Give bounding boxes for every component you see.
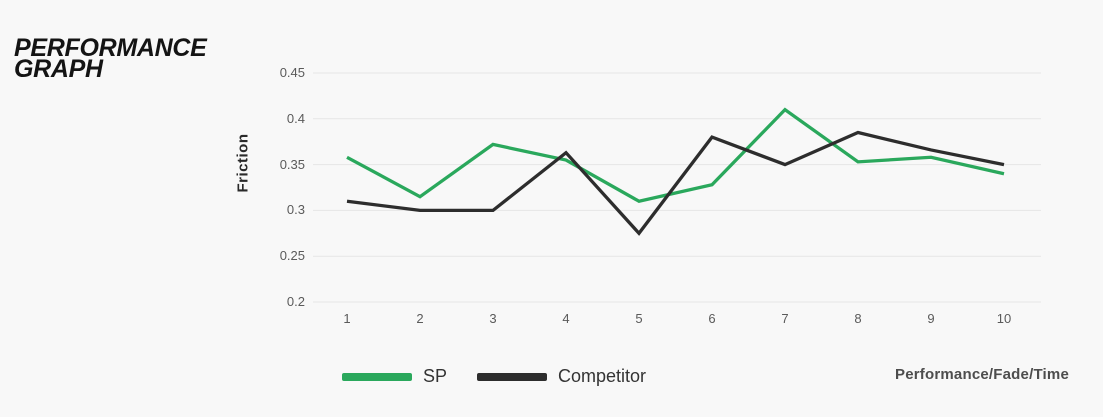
x-tick-label: 3 (489, 311, 497, 326)
y-tick-label: 0.25 (279, 248, 305, 264)
x-tick-label: 1 (343, 311, 351, 326)
sp-line-swatch (342, 372, 412, 381)
y-tick-label: 0.35 (279, 156, 305, 172)
x-tick-label: 6 (708, 311, 716, 326)
series-line-sp (346, 107, 1005, 203)
legend-item-sp: SP (342, 366, 447, 387)
competitor-line-swatch (477, 372, 548, 381)
page-title-line2: GRAPH (14, 55, 103, 83)
legend-item-competitor: Competitor (477, 366, 646, 387)
x-tick-label: 10 (996, 311, 1012, 326)
x-tick-label: 9 (927, 311, 935, 326)
x-tick-label: 4 (562, 311, 570, 326)
y-tick-label: 0.45 (279, 65, 305, 80)
x-tick-label: 2 (416, 311, 424, 326)
y-tick-label: 0.2 (286, 294, 305, 309)
y-tick-label: 0.3 (286, 202, 305, 218)
legend: SP Competitor (342, 366, 646, 387)
x-axis-caption: Performance/Fade/Time (895, 366, 1069, 383)
legend-label-sp: SP (423, 366, 448, 386)
page-title-line1: PERFORMANCE (14, 34, 207, 62)
y-tick-label: 0.4 (286, 110, 305, 126)
x-tick-label: 8 (854, 311, 862, 326)
x-tick-label: 7 (781, 311, 789, 326)
page-title: PERFORMANCE GRAPH (14, 34, 207, 83)
x-tick-label: 5 (635, 311, 643, 326)
series-line-competitor (346, 130, 1005, 236)
legend-label-competitor: Competitor (558, 366, 647, 386)
